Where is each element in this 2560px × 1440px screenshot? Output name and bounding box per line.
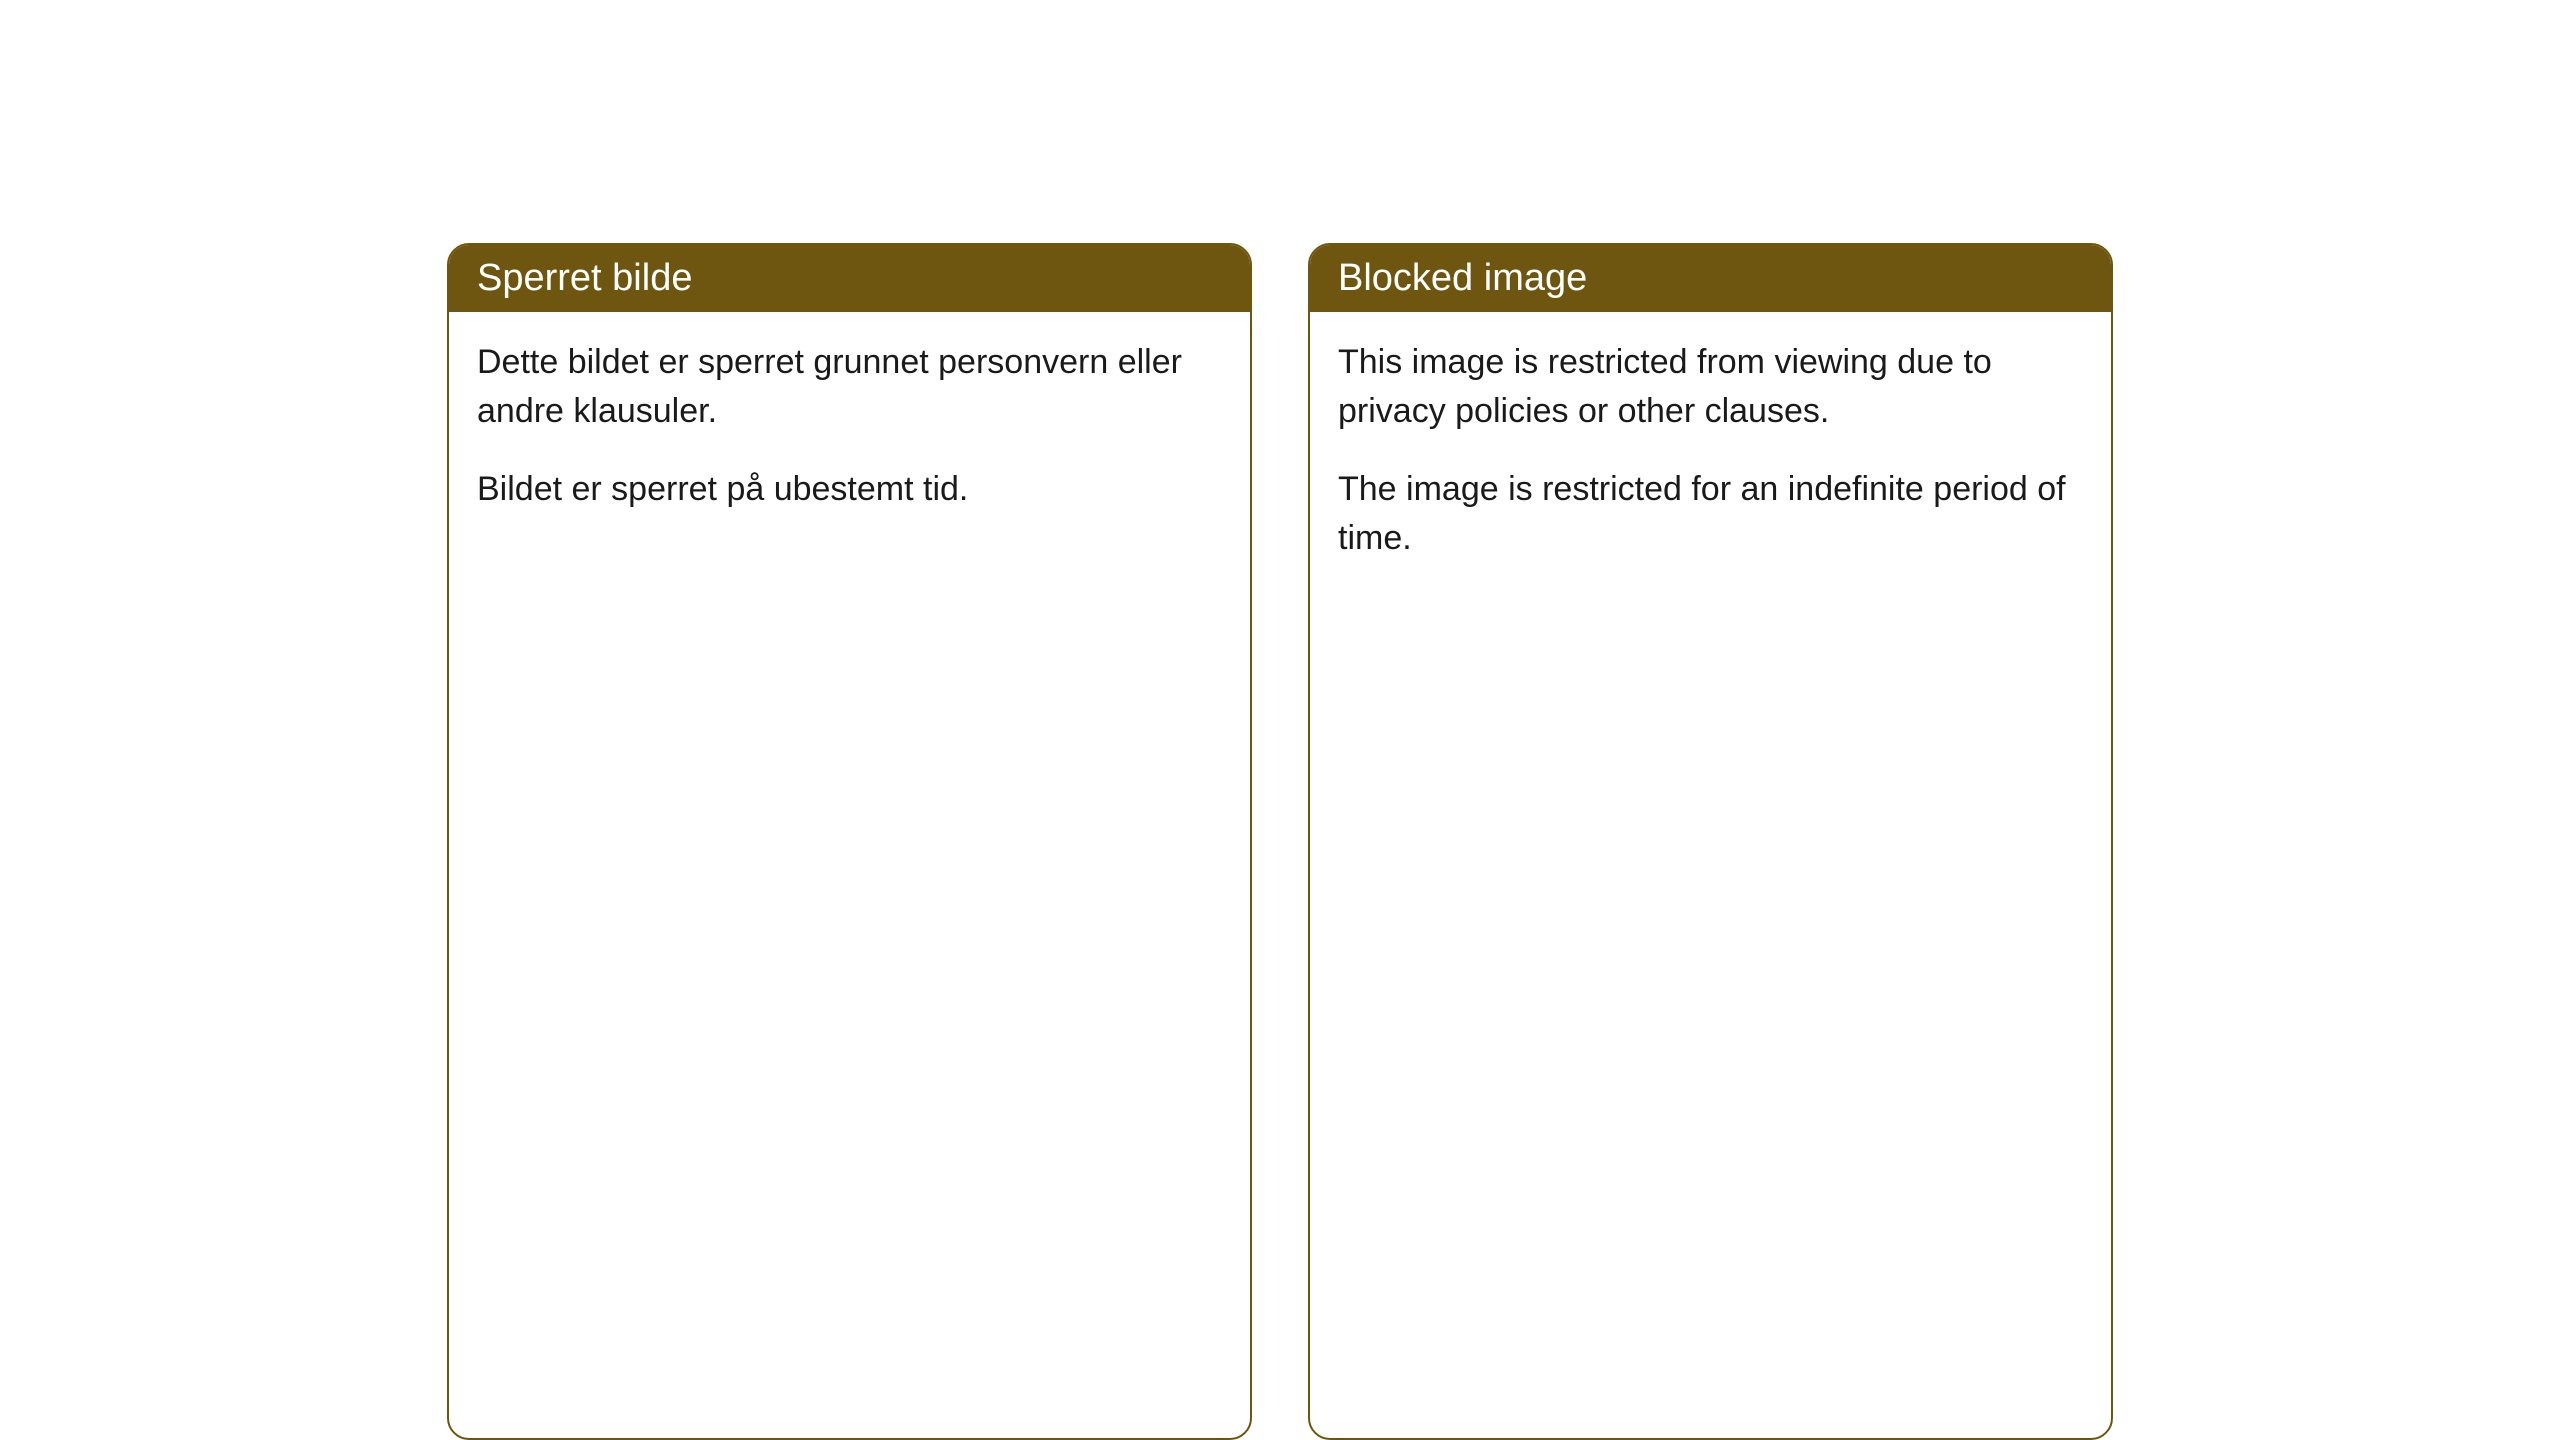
- card-text-english-2: The image is restricted for an indefinit…: [1338, 465, 2083, 564]
- notice-cards-container: Sperret bilde Dette bildet er sperret gr…: [447, 243, 2113, 1440]
- card-text-norwegian-1: Dette bildet er sperret grunnet personve…: [477, 338, 1222, 437]
- card-title-english: Blocked image: [1338, 257, 1587, 299]
- card-body-english: This image is restricted from viewing du…: [1310, 312, 2111, 603]
- card-body-norwegian: Dette bildet er sperret grunnet personve…: [449, 312, 1250, 554]
- card-text-norwegian-2: Bildet er sperret på ubestemt tid.: [477, 465, 1222, 514]
- card-header-norwegian: Sperret bilde: [449, 245, 1250, 312]
- card-text-english-1: This image is restricted from viewing du…: [1338, 338, 2083, 437]
- card-title-norwegian: Sperret bilde: [477, 257, 692, 299]
- notice-card-english: Blocked image This image is restricted f…: [1308, 243, 2113, 1440]
- card-header-english: Blocked image: [1310, 245, 2111, 312]
- notice-card-norwegian: Sperret bilde Dette bildet er sperret gr…: [447, 243, 1252, 1440]
